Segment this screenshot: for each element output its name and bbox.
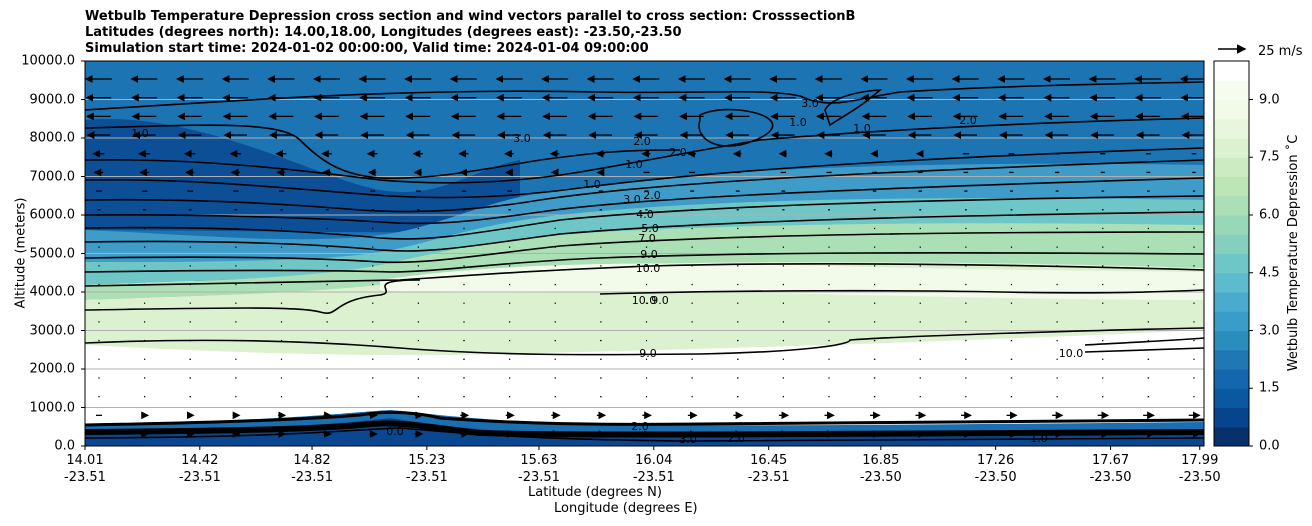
contour-label: 9.0: [639, 347, 657, 360]
x-tick-label: 17.67 -23.50: [1089, 453, 1132, 485]
x-tick-label: 14.01 -23.51: [64, 453, 106, 485]
x-tick-label: 15.23 -23.51: [405, 453, 448, 485]
colorbar-segment: [1214, 311, 1249, 331]
contour-label: 1.0: [789, 116, 807, 129]
y-axis-label: Altitude (meters): [13, 197, 29, 309]
contour-label: 9.0: [651, 294, 669, 307]
colorbar-segment: [1214, 99, 1249, 120]
y-tick-label: 0.0: [54, 438, 75, 454]
colorbar-tick-marks: [1249, 99, 1253, 447]
x-axis-label-latitude: Latitude (degrees N): [528, 485, 662, 500]
colorbar-segment: [1214, 330, 1249, 351]
y-tick-marks: [81, 60, 85, 447]
band-deep-dry: [85, 119, 520, 233]
colorbar-segment: [1214, 176, 1249, 197]
colorbar-segment: [1214, 195, 1249, 216]
x-axis-label-longitude: Longitude (degrees E): [554, 501, 698, 516]
contour-label: 2.0: [727, 432, 745, 445]
colorbar-tick-label: 1.5: [1259, 380, 1280, 396]
contour-label: 10.0: [632, 294, 657, 307]
colorbar-segment: [1214, 426, 1249, 447]
colorbar-segment: [1214, 292, 1249, 312]
contour-label: 7.0: [638, 232, 656, 245]
title-line-2: Latitudes (degrees north): 14.00,18.00, …: [85, 25, 682, 40]
y-tick-label: 6000.0: [29, 207, 76, 223]
y-tick-label: 3000.0: [29, 323, 76, 338]
colorbar-segment: [1214, 138, 1249, 158]
colorbar-segment: [1214, 253, 1249, 274]
colorbar-segment: [1214, 157, 1249, 177]
colorbar-segment: [1214, 349, 1249, 370]
contour-labels: 2.03.01.01.02.02.03.04.05.07.09.010.010.…: [131, 97, 1084, 446]
band-pale: [380, 263, 1204, 300]
contour-label: 1.0: [1030, 432, 1048, 445]
contour-label: 3.0: [623, 193, 641, 206]
contour-label: 0.0: [386, 425, 404, 438]
colorbar-tick-label: 4.5: [1259, 265, 1280, 281]
contour-label: 2.0: [633, 135, 651, 148]
contour-label: 2.0: [643, 189, 661, 202]
colorbar-label: Wetbulb Temperature Depression ˚C: [1285, 135, 1301, 372]
colorbar-segment: [1214, 215, 1249, 235]
x-tick-label: 16.04 -23.51: [632, 453, 675, 485]
title-line-1: Wetbulb Temperature Depression cross sec…: [85, 9, 856, 24]
colorbar-segment: [1214, 369, 1249, 389]
x-tick-label: 16.45 -23.51: [747, 453, 790, 485]
colorbar: [1214, 61, 1249, 447]
contour-label: 9.0: [640, 248, 658, 261]
wind-vectors: [85, 75, 1204, 438]
colorbar-segment: [1214, 61, 1249, 81]
x-tick-label: 15.63 -23.51: [518, 453, 560, 485]
colorbar-segment: [1214, 118, 1249, 139]
contour-label: 1.0: [625, 158, 643, 171]
x-tick-label: 17.99 -23.50: [1178, 453, 1221, 485]
contour-label: 3.0: [679, 433, 697, 446]
contour-label: 5.0: [641, 222, 659, 235]
x-tick-label: 14.82 -23.51: [291, 453, 333, 485]
contour-label: 2.0: [631, 420, 649, 433]
y-tick-label: 5000.0: [29, 246, 76, 261]
title-line-3: Simulation start time: 2024-01-02 00:00:…: [85, 41, 649, 56]
colorbar-segment: [1214, 80, 1249, 100]
colorbar-tick-label: 3.0: [1259, 323, 1280, 338]
contour-label: 3.0: [801, 97, 819, 110]
colorbar-segment: [1214, 407, 1249, 428]
quiver-key-label: 25 m/s: [1258, 44, 1303, 59]
contour-label: 2.0: [959, 114, 977, 127]
contour-label: 1.0: [583, 178, 601, 191]
gridlines: [85, 61, 1204, 446]
x-tick-label: 17.26 -23.50: [974, 453, 1017, 485]
colorbar-tick-label: 9.0: [1259, 92, 1280, 107]
colorbar-segment: [1214, 388, 1249, 408]
contour-label: 4.0: [636, 208, 654, 221]
y-tick-label: 8000.0: [29, 130, 76, 146]
contour-label: 1.0: [853, 122, 871, 135]
x-tick-label: 14.42 -23.51: [178, 453, 221, 485]
y-tick-label: 9000.0: [29, 92, 76, 107]
y-tick-label: 2000.0: [29, 361, 76, 377]
contour-label: 10.0: [636, 262, 661, 275]
colorbar-segment: [1214, 272, 1249, 293]
y-tick-label: 7000.0: [29, 169, 76, 184]
y-tick-label: 10000.0: [21, 53, 75, 69]
contour-label: 1.0: [131, 127, 149, 140]
contour-label: 2.0: [669, 146, 687, 159]
colorbar-tick-label: 6.0: [1259, 207, 1280, 223]
contour-label: 3.0: [513, 132, 531, 145]
y-tick-label: 1000.0: [29, 400, 76, 415]
y-tick-label: 4000.0: [29, 284, 76, 300]
contour-label: 10.0: [1059, 347, 1084, 360]
colorbar-tick-label: 7.5: [1259, 149, 1280, 165]
colorbar-tick-label: 0.0: [1259, 438, 1280, 454]
colorbar-segment: [1214, 234, 1249, 254]
x-tick-label: 16.85 -23.50: [859, 453, 902, 485]
colorbar-frame: [1213, 60, 1250, 447]
x-tick-marks: [84, 446, 1201, 450]
